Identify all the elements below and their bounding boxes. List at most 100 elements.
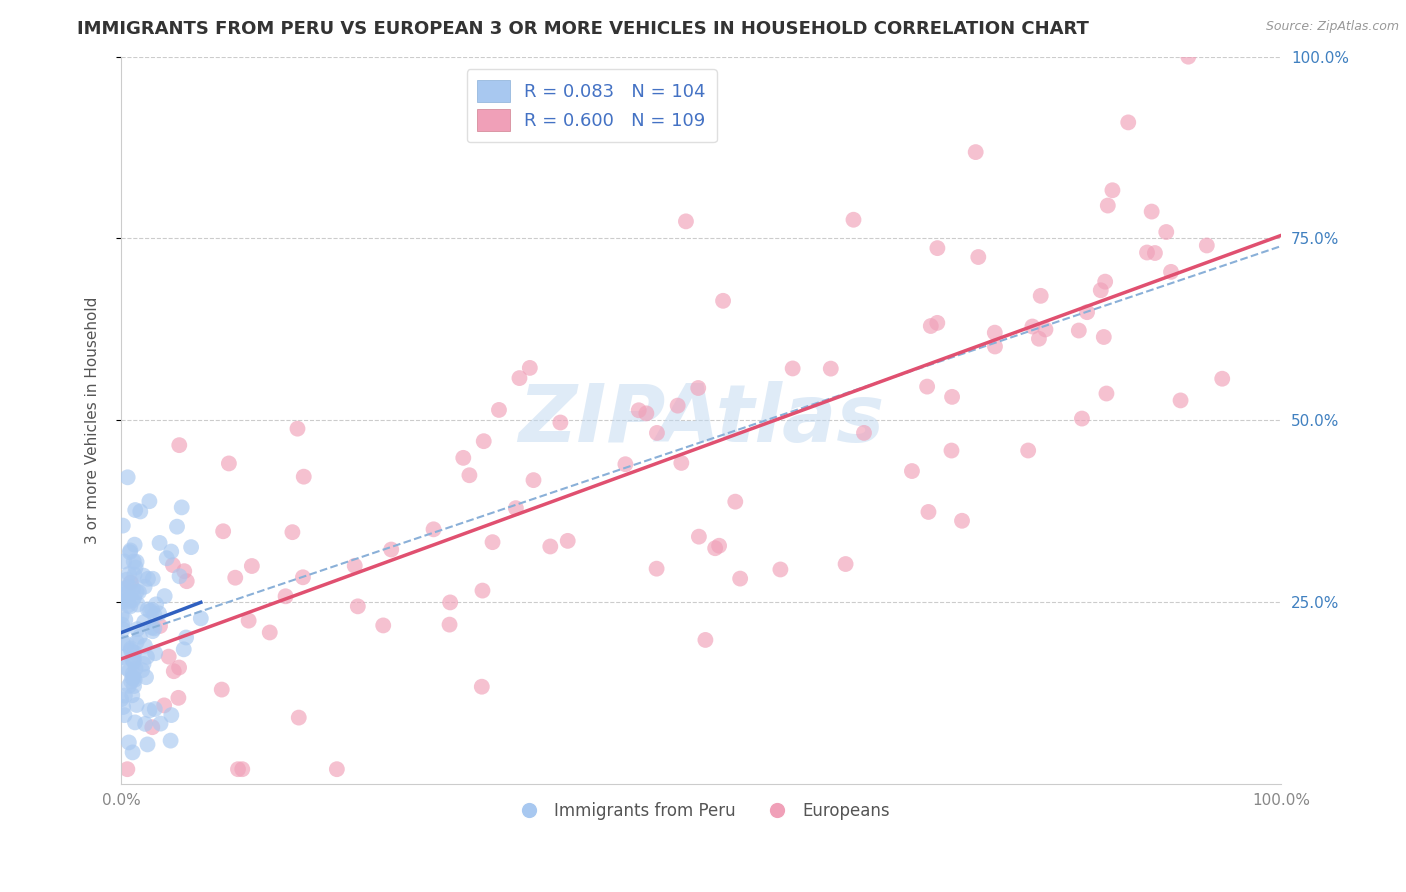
Point <box>156 551 179 566</box>
Point <box>1140 204 1163 219</box>
Point <box>149 619 172 633</box>
Point <box>1136 245 1159 260</box>
Point <box>134 580 156 594</box>
Point <box>666 399 689 413</box>
Point <box>160 544 183 558</box>
Point <box>842 212 865 227</box>
Point <box>138 494 160 508</box>
Point <box>941 443 963 458</box>
Point <box>128 585 150 599</box>
Point <box>557 533 579 548</box>
Point <box>121 688 143 702</box>
Point <box>240 559 263 574</box>
Point <box>380 542 402 557</box>
Text: IMMIGRANTS FROM PERU VS EUROPEAN 3 OR MORE VEHICLES IN HOUSEHOLD CORRELATION CHA: IMMIGRANTS FROM PERU VS EUROPEAN 3 OR MO… <box>77 20 1090 37</box>
Point <box>163 664 186 678</box>
Point <box>920 318 942 333</box>
Point <box>226 762 249 776</box>
Point <box>728 572 751 586</box>
Point <box>1029 289 1052 303</box>
Point <box>111 623 134 637</box>
Point <box>124 661 146 675</box>
Point <box>115 637 138 651</box>
Point <box>238 614 260 628</box>
Point <box>169 438 191 452</box>
Point <box>769 562 792 576</box>
Point <box>115 573 138 587</box>
Point <box>170 500 193 515</box>
Point <box>125 584 148 599</box>
Point <box>711 293 734 308</box>
Point <box>134 717 156 731</box>
Point <box>115 586 138 600</box>
Point <box>688 381 710 395</box>
Point <box>1143 246 1166 260</box>
Point <box>211 682 233 697</box>
Point <box>120 641 142 656</box>
Point <box>121 593 143 607</box>
Point <box>153 698 176 713</box>
Point <box>834 557 856 571</box>
Point <box>157 649 180 664</box>
Point <box>134 639 156 653</box>
Point <box>688 530 710 544</box>
Point <box>174 631 197 645</box>
Point <box>136 572 159 586</box>
Point <box>136 602 159 616</box>
Point <box>550 416 572 430</box>
Point <box>122 655 145 669</box>
Point <box>458 468 481 483</box>
Point <box>695 632 717 647</box>
Point <box>125 635 148 649</box>
Point <box>136 649 159 664</box>
Point <box>704 541 727 556</box>
Point <box>125 698 148 712</box>
Point <box>1017 443 1039 458</box>
Point <box>136 738 159 752</box>
Point <box>671 456 693 470</box>
Point <box>117 470 139 484</box>
Point <box>218 457 240 471</box>
Point <box>143 646 166 660</box>
Point <box>291 570 314 584</box>
Point <box>117 762 139 776</box>
Point <box>111 650 134 665</box>
Point <box>1035 322 1057 336</box>
Point <box>141 603 163 617</box>
Point <box>121 671 143 685</box>
Point <box>124 503 146 517</box>
Point <box>373 618 395 632</box>
Point <box>114 708 136 723</box>
Point <box>120 575 142 590</box>
Point <box>118 679 141 693</box>
Point <box>124 560 146 574</box>
Point <box>111 594 134 608</box>
Point <box>117 599 139 613</box>
Point <box>522 473 544 487</box>
Point <box>519 360 541 375</box>
Point <box>111 608 134 623</box>
Point <box>121 652 143 666</box>
Point <box>110 692 132 706</box>
Point <box>149 716 172 731</box>
Point <box>127 622 149 636</box>
Point <box>122 671 145 685</box>
Point <box>162 558 184 573</box>
Point <box>141 621 163 635</box>
Point <box>122 651 145 665</box>
Point <box>118 735 141 749</box>
Point <box>127 598 149 612</box>
Point <box>917 505 939 519</box>
Point <box>292 469 315 483</box>
Point <box>287 710 309 724</box>
Point <box>120 599 142 614</box>
Point <box>852 425 875 440</box>
Point <box>148 607 170 621</box>
Point <box>505 501 527 516</box>
Point <box>1177 50 1199 64</box>
Point <box>343 558 366 573</box>
Point <box>122 554 145 568</box>
Point <box>326 762 349 776</box>
Point <box>1071 411 1094 425</box>
Point <box>138 703 160 717</box>
